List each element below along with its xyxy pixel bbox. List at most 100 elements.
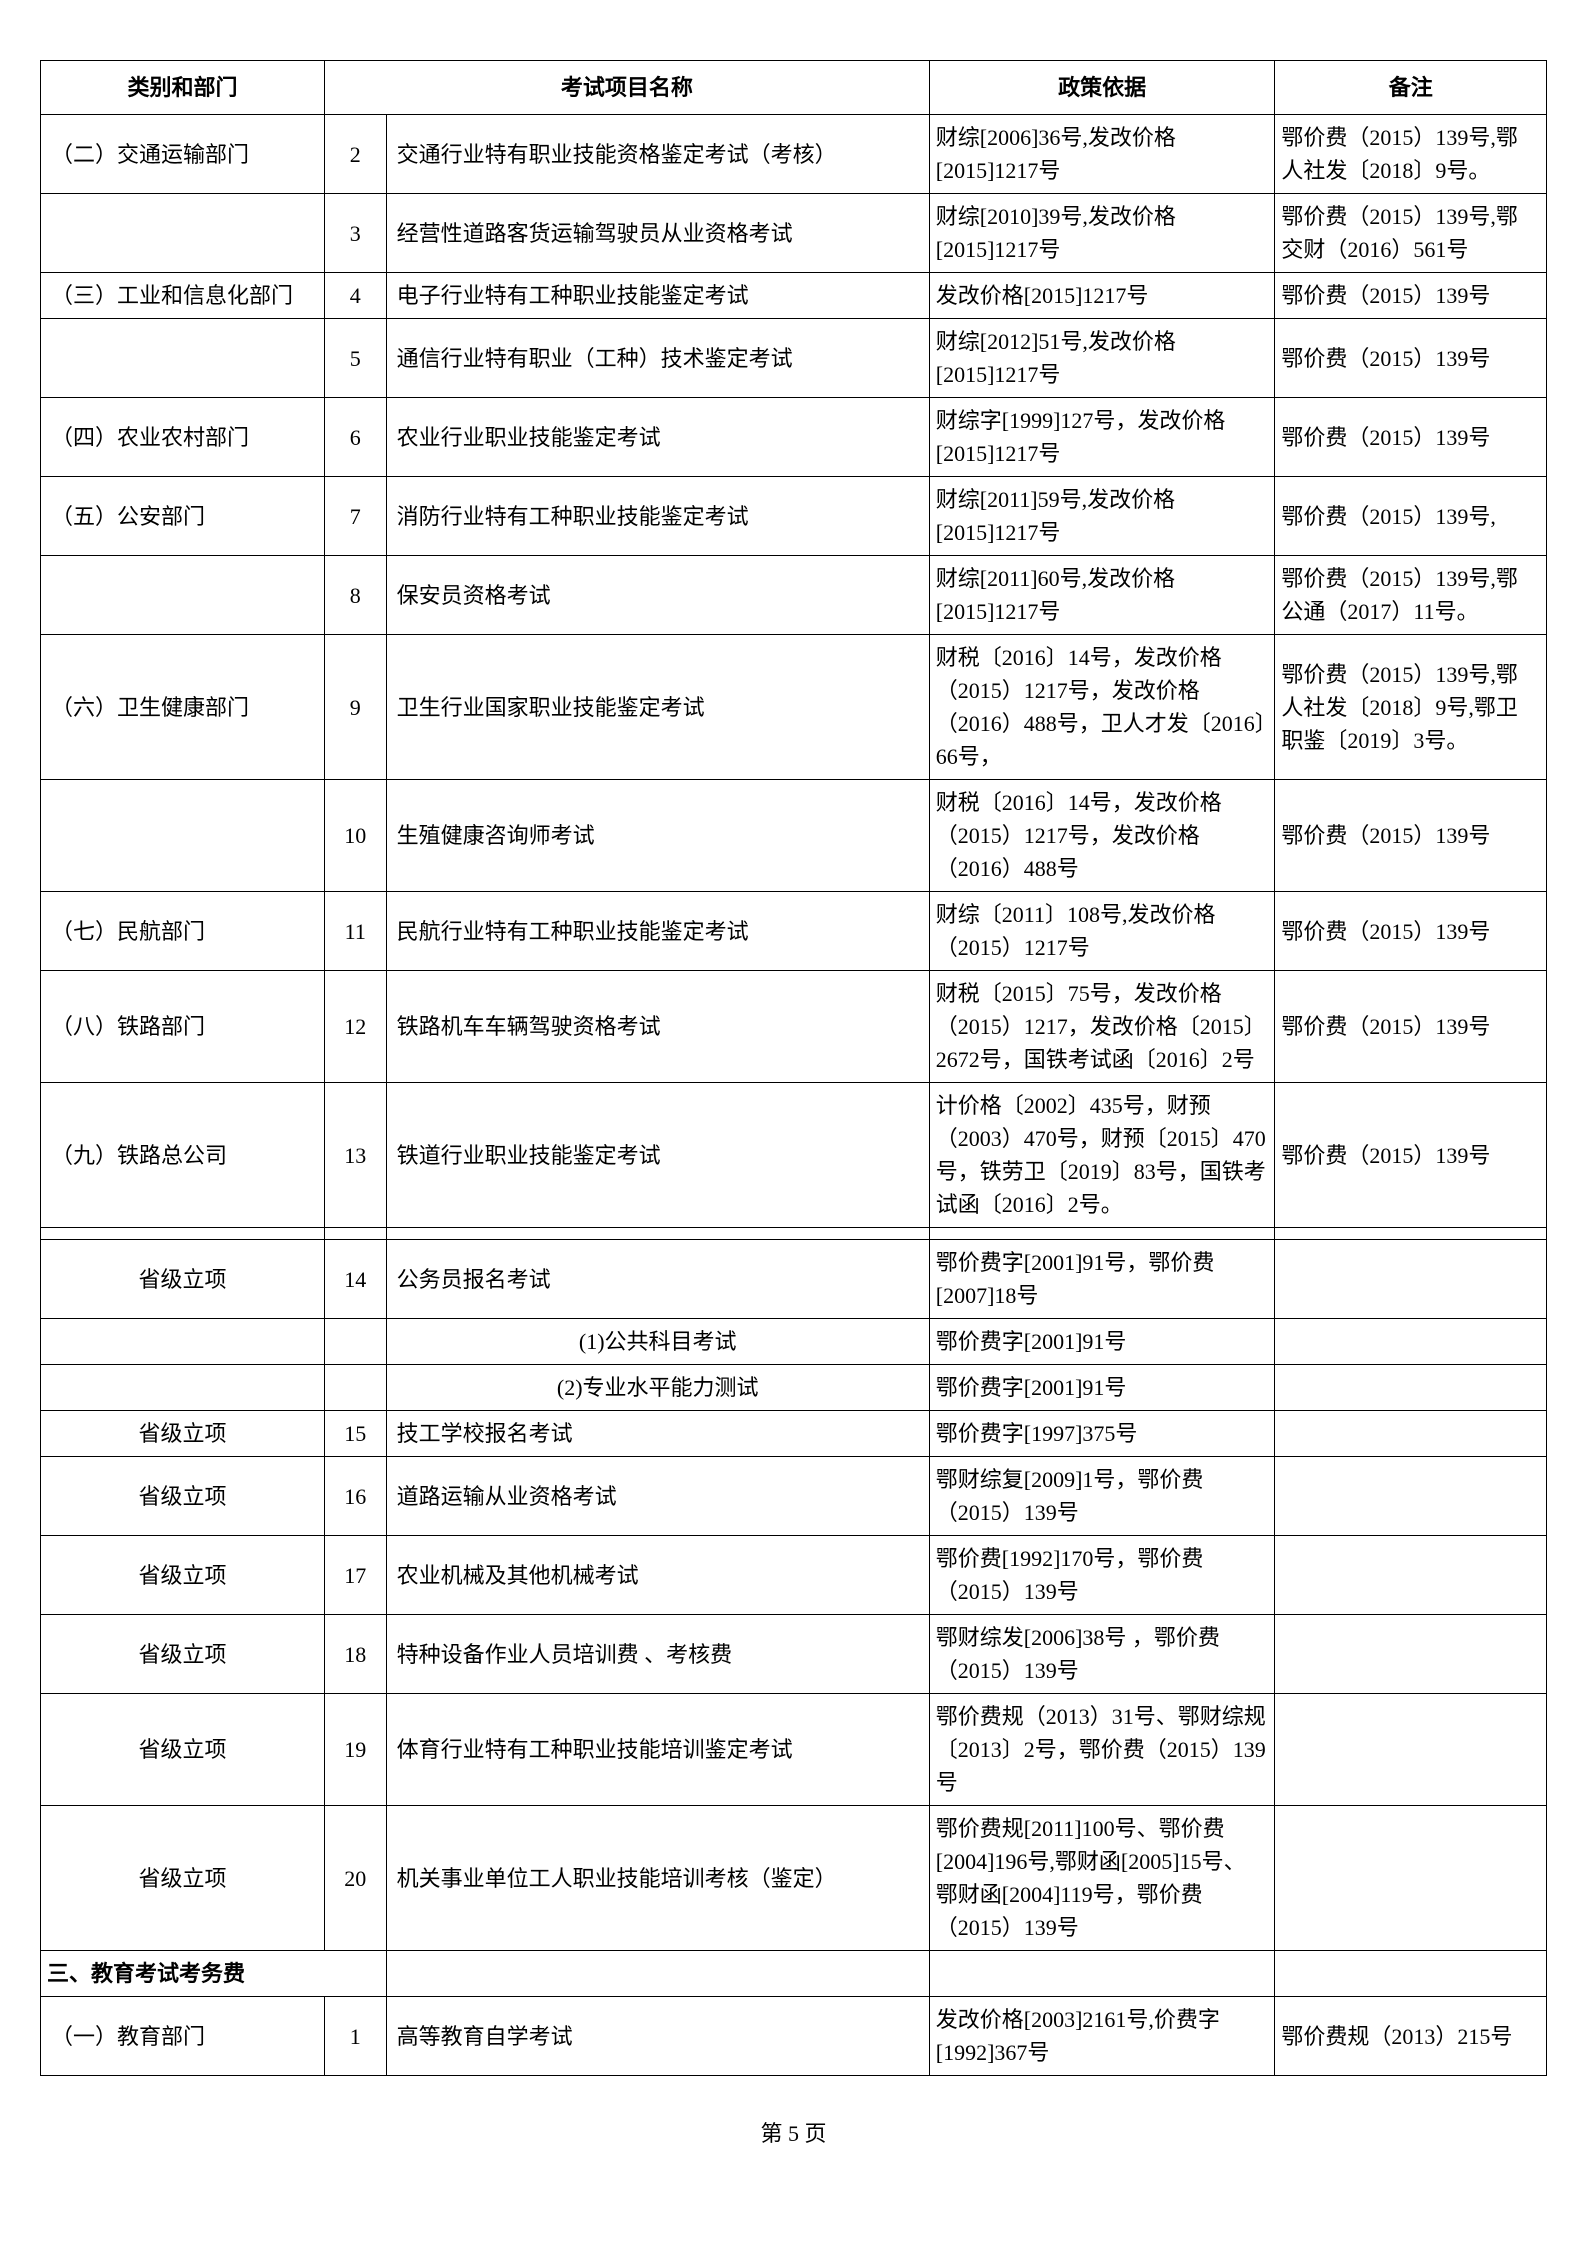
table-row: 3经营性道路客货运输驾驶员从业资格考试财综[2010]39号,发改价格[2015… (41, 194, 1547, 273)
table-row: 5通信行业特有职业（工种）技术鉴定考试财综[2012]51号,发改价格[2015… (41, 319, 1547, 398)
cell-num: 10 (324, 780, 386, 892)
section-label: 三、教育考试考务费 (41, 1951, 387, 1997)
cell-dept: （七）民航部门 (41, 892, 325, 971)
table-row: 省级立项14公务员报名考试鄂价费字[2001]91号，鄂价费[2007]18号 (41, 1240, 1547, 1319)
cell-policy: 财综[2006]36号,发改价格[2015]1217号 (929, 115, 1275, 194)
cell-note (1275, 1806, 1547, 1951)
header-dept: 类别和部门 (41, 61, 325, 115)
cell-item: 保安员资格考试 (386, 556, 929, 635)
cell-num: 19 (324, 1694, 386, 1806)
cell-num: 3 (324, 194, 386, 273)
page-footer: 第 5 页 (40, 2116, 1547, 2148)
cell-policy: 鄂财综发[2006]38号 ，鄂价费（2015）139号 (929, 1615, 1275, 1694)
cell-policy: 鄂价费规[2011]100号、鄂价费[2004]196号,鄂财函[2005]15… (929, 1806, 1275, 1951)
cell-item: 生殖健康咨询师考试 (386, 780, 929, 892)
cell-note (1275, 1694, 1547, 1806)
cell-dept (41, 780, 325, 892)
table-row: （六）卫生健康部门9卫生行业国家职业技能鉴定考试财税〔2016〕14号，发改价格… (41, 635, 1547, 780)
cell-num: 8 (324, 556, 386, 635)
cell-note: 鄂价费（2015）139号 (1275, 971, 1547, 1083)
cell-note (1275, 1615, 1547, 1694)
cell-policy: 财税〔2016〕14号，发改价格（2015）1217号，发改价格（2016）48… (929, 635, 1275, 780)
cell-note: 鄂价费（2015）139号 (1275, 273, 1547, 319)
table-row: （一）教育部门1高等教育自学考试发改价格[2003]2161号,价费字[1992… (41, 1997, 1547, 2076)
cell-num (324, 1319, 386, 1365)
cell-policy: 鄂价费字[2001]91号，鄂价费[2007]18号 (929, 1240, 1275, 1319)
cell-dept: 省级立项 (41, 1457, 325, 1536)
table-row: (1)公共科目考试鄂价费字[2001]91号 (41, 1319, 1547, 1365)
cell-note: 鄂价费（2015）139号,鄂交财（2016）561号 (1275, 194, 1547, 273)
section-header-row: 三、教育考试考务费 (41, 1951, 1547, 1997)
cell-note (1275, 1411, 1547, 1457)
cell-dept: （五）公安部门 (41, 477, 325, 556)
table-row: 10生殖健康咨询师考试财税〔2016〕14号，发改价格（2015）1217号，发… (41, 780, 1547, 892)
cell-policy: 鄂价费字[1997]375号 (929, 1411, 1275, 1457)
table-row: 8保安员资格考试财综[2011]60号,发改价格[2015]1217号鄂价费（2… (41, 556, 1547, 635)
cell-num: 15 (324, 1411, 386, 1457)
cell-item: 民航行业特有工种职业技能鉴定考试 (386, 892, 929, 971)
table-row: （五）公安部门7消防行业特有工种职业技能鉴定考试财综[2011]59号,发改价格… (41, 477, 1547, 556)
cell-note: 鄂价费（2015）139号, (1275, 477, 1547, 556)
cell-policy: 财税〔2016〕14号，发改价格（2015）1217号，发改价格（2016）48… (929, 780, 1275, 892)
table-row: （四）农业农村部门6农业行业职业技能鉴定考试财综字[1999]127号，发改价格… (41, 398, 1547, 477)
table-row: （九）铁路总公司13铁道行业职业技能鉴定考试计价格〔2002〕435号，财预（2… (41, 1083, 1547, 1228)
table-row: （七）民航部门11民航行业特有工种职业技能鉴定考试财综〔2011〕108号,发改… (41, 892, 1547, 971)
cell-item: 铁道行业职业技能鉴定考试 (386, 1083, 929, 1228)
cell-item: (1)公共科目考试 (386, 1319, 929, 1365)
cell-note (1275, 1319, 1547, 1365)
cell-item: 经营性道路客货运输驾驶员从业资格考试 (386, 194, 929, 273)
cell-policy: 鄂价费规（2013）31号、鄂财综规〔2013〕2号，鄂价费（2015）139号 (929, 1694, 1275, 1806)
table-header-row: 类别和部门 考试项目名称 政策依据 备注 (41, 61, 1547, 115)
cell-policy: 财税〔2015〕75号，发改价格（2015）1217，发改价格〔2015〕267… (929, 971, 1275, 1083)
cell-item: 电子行业特有工种职业技能鉴定考试 (386, 273, 929, 319)
table-row: 省级立项18特种设备作业人员培训费 、考核费鄂财综发[2006]38号 ，鄂价费… (41, 1615, 1547, 1694)
cell-dept: （八）铁路部门 (41, 971, 325, 1083)
cell-item: 通信行业特有职业（工种）技术鉴定考试 (386, 319, 929, 398)
cell-policy: 财综〔2011〕108号,发改价格（2015）1217号 (929, 892, 1275, 971)
cell-note: 鄂价费（2015）139号 (1275, 892, 1547, 971)
table-row: 省级立项20机关事业单位工人职业技能培训考核（鉴定）鄂价费规[2011]100号… (41, 1806, 1547, 1951)
header-note: 备注 (1275, 61, 1547, 115)
cell-num: 2 (324, 115, 386, 194)
cell-note (1275, 1240, 1547, 1319)
cell-note: 鄂价费（2015）139号 (1275, 780, 1547, 892)
cell-dept (41, 556, 325, 635)
cell-note: 鄂价费（2015）139号 (1275, 1083, 1547, 1228)
cell-policy: 财综字[1999]127号，发改价格[2015]1217号 (929, 398, 1275, 477)
table-row: 省级立项16道路运输从业资格考试鄂财综复[2009]1号，鄂价费（2015）13… (41, 1457, 1547, 1536)
cell-dept (41, 319, 325, 398)
cell-item: 公务员报名考试 (386, 1240, 929, 1319)
table-row: 省级立项17农业机械及其他机械考试鄂价费[1992]170号，鄂价费（2015）… (41, 1536, 1547, 1615)
cell-dept: （六）卫生健康部门 (41, 635, 325, 780)
cell-policy: 财综[2011]60号,发改价格[2015]1217号 (929, 556, 1275, 635)
cell-policy: 财综[2010]39号,发改价格[2015]1217号 (929, 194, 1275, 273)
cell-note: 鄂价费（2015）139号,鄂人社发〔2018〕9号。 (1275, 115, 1547, 194)
cell-num: 17 (324, 1536, 386, 1615)
header-policy: 政策依据 (929, 61, 1275, 115)
cell-note: 鄂价费（2015）139号,鄂人社发〔2018〕9号,鄂卫职鉴〔2019〕3号。 (1275, 635, 1547, 780)
cell-note: 鄂价费（2015）139号,鄂公通（2017）11号。 (1275, 556, 1547, 635)
cell-num: 13 (324, 1083, 386, 1228)
cell-note: 鄂价费（2015）139号 (1275, 319, 1547, 398)
cell-item: 特种设备作业人员培训费 、考核费 (386, 1615, 929, 1694)
cell-policy: 计价格〔2002〕435号，财预（2003）470号，财预〔2015〕470号，… (929, 1083, 1275, 1228)
cell-num: 18 (324, 1615, 386, 1694)
cell-policy: 鄂财综复[2009]1号，鄂价费（2015）139号 (929, 1457, 1275, 1536)
table-row: （二）交通运输部门2交通行业特有职业技能资格鉴定考试（考核）财综[2006]36… (41, 115, 1547, 194)
cell-num: 12 (324, 971, 386, 1083)
cell-dept: （九）铁路总公司 (41, 1083, 325, 1228)
cell-note (1275, 1536, 1547, 1615)
cell-policy: 鄂价费[1992]170号，鄂价费（2015）139号 (929, 1536, 1275, 1615)
cell-num: 14 (324, 1240, 386, 1319)
cell-num: 4 (324, 273, 386, 319)
cell-policy: 鄂价费字[2001]91号 (929, 1365, 1275, 1411)
cell-policy: 财综[2012]51号,发改价格[2015]1217号 (929, 319, 1275, 398)
cell-note: 鄂价费规（2013）215号 (1275, 1997, 1547, 2076)
cell-num: 20 (324, 1806, 386, 1951)
cell-num: 1 (324, 1997, 386, 2076)
cell-dept: （三）工业和信息化部门 (41, 273, 325, 319)
table-row: (2)专业水平能力测试鄂价费字[2001]91号 (41, 1365, 1547, 1411)
policy-table: 类别和部门 考试项目名称 政策依据 备注 （二）交通运输部门2交通行业特有职业技… (40, 60, 1547, 2076)
cell-item: 高等教育自学考试 (386, 1997, 929, 2076)
table-row: （八）铁路部门12铁路机车车辆驾驶资格考试财税〔2015〕75号，发改价格（20… (41, 971, 1547, 1083)
